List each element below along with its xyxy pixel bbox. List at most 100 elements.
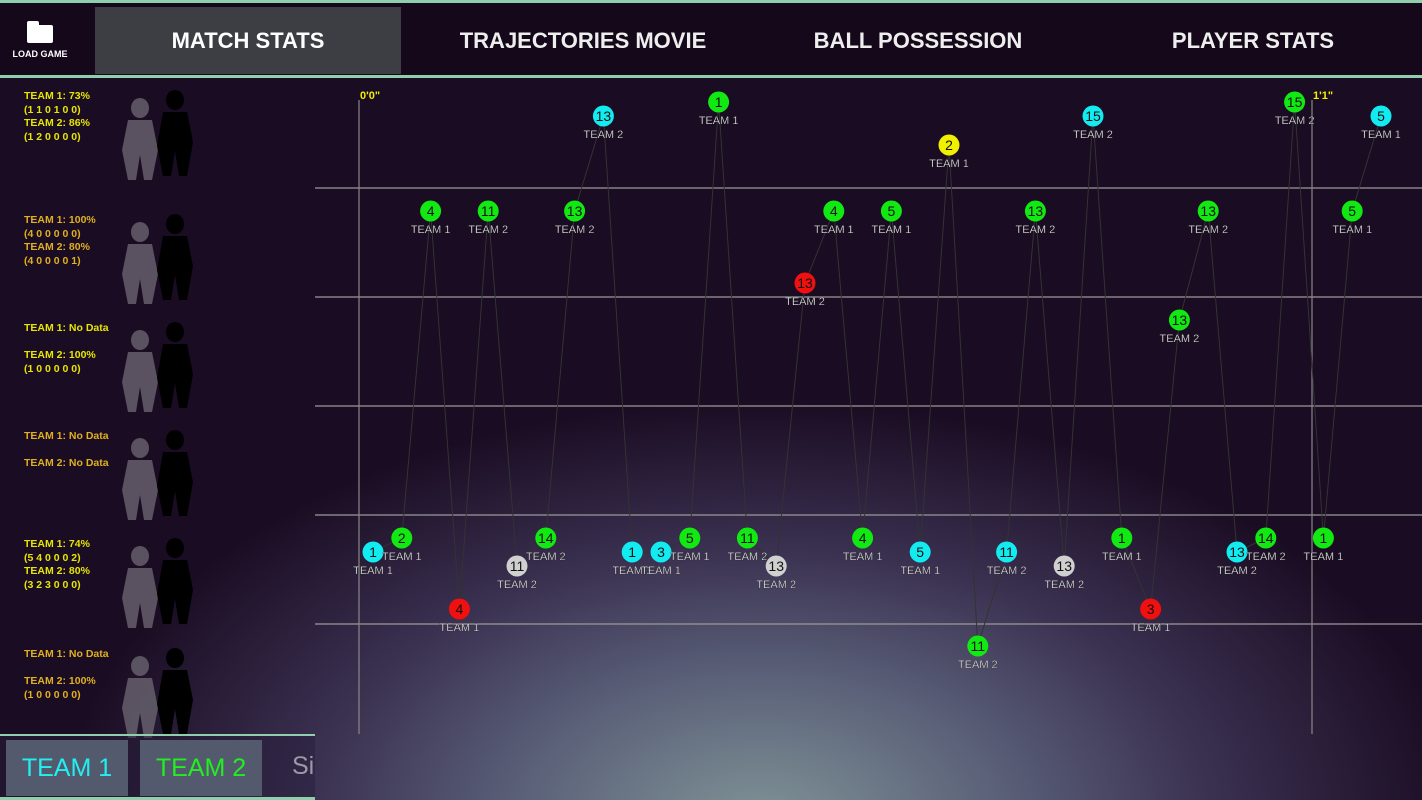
stat-line: TEAM 1: 100% xyxy=(24,214,96,226)
pass-line xyxy=(890,210,921,553)
stats-panel: TEAM 1: 73% (1 1 0 1 0 0) TEAM 2: 86% (1 2 … xyxy=(0,78,315,738)
pass-line xyxy=(1294,101,1324,539)
load-game-button[interactable]: LOAD GAME xyxy=(8,17,72,59)
stat-line: TEAM 1: 73% xyxy=(24,90,90,102)
event-team-label: TEAM 1 xyxy=(1361,129,1401,141)
tab-trajectories-movie[interactable]: TRAJECTORIES MOVIE xyxy=(459,27,707,53)
tab-match-stats[interactable]: MATCH STATS xyxy=(95,7,401,74)
event-node xyxy=(708,91,730,113)
tab-player-stats[interactable]: PLAYER STATS xyxy=(1171,27,1335,53)
more-tab[interactable]: Si xyxy=(292,752,315,780)
stat-block: TEAM 1: No Data TEAM 2: 100% (1 0 0 0 0 0) xyxy=(24,322,109,376)
team1-button[interactable]: TEAM 1 xyxy=(6,740,128,796)
stat-block: TEAM 1: No Data TEAM 2: 100% (1 0 0 0 0 0) xyxy=(24,648,109,702)
event-node xyxy=(448,598,470,620)
pass-line xyxy=(775,282,806,567)
event-player-number: 14 xyxy=(1258,530,1274,546)
player-silhouette xyxy=(95,318,225,423)
event-team-label: TEAM 2 xyxy=(526,551,566,563)
event-team-label: TEAM 2 xyxy=(555,224,595,236)
event-player-number: 5 xyxy=(1377,108,1385,124)
event-node xyxy=(880,200,902,222)
event-team-label: TEAM 2 xyxy=(468,224,508,236)
event-team-label: TEAM 2 xyxy=(987,565,1027,577)
pass-line xyxy=(1150,319,1180,610)
event-node xyxy=(621,541,643,563)
pass-line xyxy=(1034,210,1065,567)
pass-line xyxy=(977,551,1008,647)
pass-line xyxy=(1178,210,1209,321)
stat-line: TEAM 2: 100% xyxy=(24,675,96,687)
event-team-label: TEAM 2 xyxy=(1246,551,1286,563)
event-team-label: TEAM 1 xyxy=(670,551,710,563)
event-player-number: 4 xyxy=(830,203,838,219)
stat-line: (1 1 0 1 0 0) xyxy=(24,103,81,116)
pass-line xyxy=(919,144,950,553)
event-team-label: TEAM 1 xyxy=(440,622,480,634)
event-node xyxy=(736,527,758,549)
event-node xyxy=(506,555,528,577)
event-player-number: 1 xyxy=(369,544,377,560)
event-player-number: 1 xyxy=(1320,530,1328,546)
event-player-number: 11 xyxy=(510,558,525,574)
pass-line xyxy=(1121,537,1152,610)
event-node xyxy=(765,555,787,577)
event-team-label: TEAM 1 xyxy=(411,224,451,236)
stat-line: TEAM 2: 80% xyxy=(24,241,90,253)
stat-line: TEAM 1: No Data xyxy=(24,322,109,334)
player-silhouette xyxy=(95,210,225,315)
event-node xyxy=(362,541,384,563)
tab-ball-possession[interactable]: BALL POSSESSION xyxy=(813,27,1023,53)
event-player-number: 13 xyxy=(768,558,784,574)
event-node xyxy=(1255,527,1277,549)
event-player-number: 1 xyxy=(1118,530,1126,546)
event-node xyxy=(967,635,989,657)
pass-line xyxy=(1207,210,1238,553)
stat-line: (4 0 0 0 0 0) xyxy=(24,227,81,240)
event-player-number: 4 xyxy=(427,203,435,219)
event-player-number: 15 xyxy=(1287,94,1303,110)
event-player-number: 15 xyxy=(1085,108,1101,124)
event-node xyxy=(564,200,586,222)
event-team-label: TEAM 2 xyxy=(1275,115,1315,127)
event-player-number: 11 xyxy=(999,544,1014,560)
event-node xyxy=(996,541,1018,563)
event-team-label: TEAM 1 xyxy=(814,224,854,236)
pass-line xyxy=(1322,210,1353,539)
time-marker-label: 0'0" xyxy=(360,90,380,102)
event-node xyxy=(1140,598,1162,620)
pass-line xyxy=(458,210,489,610)
event-player-number: 13 xyxy=(567,203,583,219)
event-node xyxy=(1312,527,1334,549)
player-silhouette xyxy=(95,426,225,531)
team2-button[interactable]: TEAM 2 xyxy=(140,740,262,796)
event-team-label: TEAM 2 xyxy=(1044,579,1084,591)
event-team-label: TEAM 2 xyxy=(584,129,624,141)
pass-line xyxy=(862,210,892,539)
event-player-number: 13 xyxy=(596,108,612,124)
event-team-label: TEAM 1 xyxy=(1304,551,1344,563)
event-node xyxy=(1197,200,1219,222)
event-node xyxy=(794,272,816,294)
event-node xyxy=(1284,91,1306,113)
event-team-label: TEAM 1 xyxy=(612,565,652,577)
event-player-number: 3 xyxy=(1147,601,1155,617)
event-player-number: 5 xyxy=(888,203,896,219)
event-player-number: 13 xyxy=(1200,203,1216,219)
stat-line: TEAM 1: No Data xyxy=(24,648,109,660)
event-player-number: 1 xyxy=(628,544,636,560)
pass-line xyxy=(1063,115,1094,567)
event-node xyxy=(1168,309,1190,331)
event-player-number: 1 xyxy=(715,94,723,110)
event-player-number: 5 xyxy=(916,544,924,560)
event-player-number: 4 xyxy=(859,530,867,546)
event-team-label: TEAM 1 xyxy=(900,565,940,577)
pass-line xyxy=(804,210,835,284)
event-node xyxy=(391,527,413,549)
pass-line xyxy=(401,210,432,539)
event-node xyxy=(650,541,672,563)
event-team-label: TEAM 1 xyxy=(872,224,912,236)
pass-line xyxy=(487,210,518,567)
event-node xyxy=(535,527,557,549)
event-team-label: TEAM 1 xyxy=(382,551,422,563)
